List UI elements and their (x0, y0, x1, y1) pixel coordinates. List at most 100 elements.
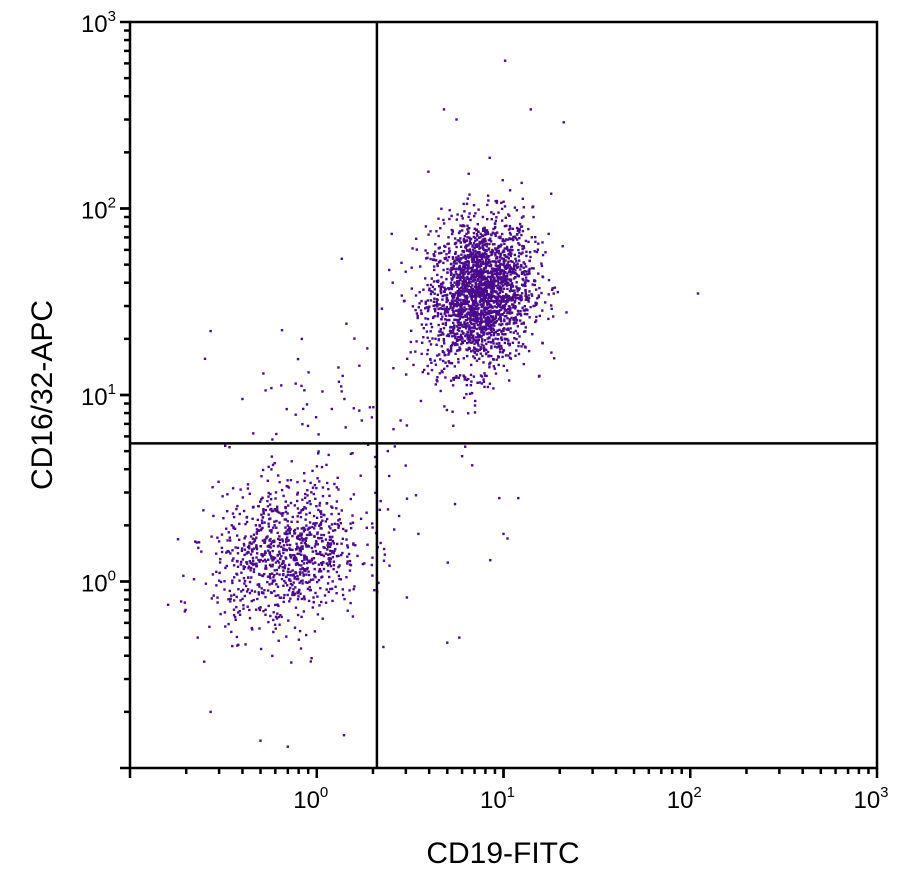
data-point (327, 553, 330, 556)
data-point (455, 118, 458, 121)
data-point (211, 573, 215, 576)
data-point (522, 206, 525, 209)
data-point (469, 373, 473, 377)
data-point (273, 556, 277, 560)
data-point (225, 564, 228, 568)
data-point (308, 511, 311, 515)
data-point (253, 563, 257, 566)
data-point (414, 308, 417, 312)
data-point (432, 254, 436, 257)
data-point (442, 327, 446, 330)
data-point (287, 539, 290, 542)
data-point (527, 272, 530, 276)
data-point (492, 212, 495, 216)
data-point (430, 325, 434, 329)
data-point (465, 255, 468, 258)
data-point (317, 570, 321, 573)
data-point (504, 333, 507, 336)
data-point (300, 597, 304, 601)
data-point (538, 286, 541, 290)
data-point (328, 545, 332, 548)
data-point (425, 323, 428, 326)
data-point (466, 275, 469, 279)
data-point (495, 346, 499, 349)
data-point (449, 270, 453, 274)
data-point (497, 281, 500, 285)
data-point (530, 293, 533, 296)
data-point (377, 581, 380, 585)
data-point (473, 351, 477, 354)
data-point (467, 215, 470, 219)
data-point (465, 378, 468, 382)
data-point (483, 233, 487, 236)
data-point (475, 301, 478, 305)
data-point (476, 340, 479, 343)
data-point (344, 426, 347, 429)
data-point (481, 297, 484, 300)
data-point (547, 278, 551, 282)
data-point (371, 526, 374, 529)
data-point (273, 520, 276, 523)
data-point (300, 541, 303, 545)
data-point (470, 291, 473, 294)
data-point (275, 519, 278, 523)
data-point (300, 384, 303, 388)
data-point (478, 381, 482, 384)
data-point (337, 524, 340, 527)
data-point (528, 259, 531, 263)
data-point (269, 508, 272, 511)
data-point (449, 314, 452, 318)
data-point (471, 289, 475, 292)
data-point (349, 522, 352, 525)
data-point (460, 261, 463, 265)
data-point (535, 250, 539, 254)
data-point (518, 302, 521, 305)
data-point (499, 323, 503, 327)
data-point (445, 318, 449, 322)
data-point (326, 548, 329, 551)
data-point (243, 548, 247, 551)
data-point (541, 309, 544, 312)
data-point (518, 259, 521, 262)
data-point (521, 244, 524, 248)
data-point (204, 582, 208, 585)
data-point (329, 587, 332, 591)
data-point (503, 341, 507, 345)
data-point (378, 508, 381, 511)
data-point (534, 303, 538, 306)
data-point (289, 554, 292, 557)
data-point (457, 268, 460, 271)
data-point (478, 281, 481, 284)
data-point (406, 357, 409, 360)
data-point (486, 203, 489, 207)
data-point (246, 562, 249, 565)
data-point (286, 479, 289, 482)
data-point (552, 292, 555, 295)
data-point (451, 308, 454, 312)
data-point (449, 305, 452, 308)
data-point (269, 492, 272, 496)
data-point (313, 527, 316, 530)
data-point (431, 285, 435, 288)
data-point (309, 588, 312, 592)
data-point (328, 575, 331, 579)
data-point (221, 495, 224, 498)
data-point (293, 504, 296, 507)
data-point (485, 287, 488, 290)
data-point (426, 256, 429, 260)
data-point (516, 332, 519, 335)
data-point (479, 324, 482, 327)
data-points (166, 59, 700, 748)
data-point (495, 199, 499, 203)
data-point (503, 283, 506, 286)
data-point (466, 348, 469, 352)
data-point (429, 322, 433, 326)
data-point (351, 452, 354, 455)
data-point (517, 352, 521, 356)
data-point (498, 317, 501, 320)
data-point (507, 260, 510, 263)
data-point (494, 321, 497, 324)
data-point (517, 341, 520, 344)
data-point (476, 289, 479, 292)
data-point (402, 300, 406, 303)
